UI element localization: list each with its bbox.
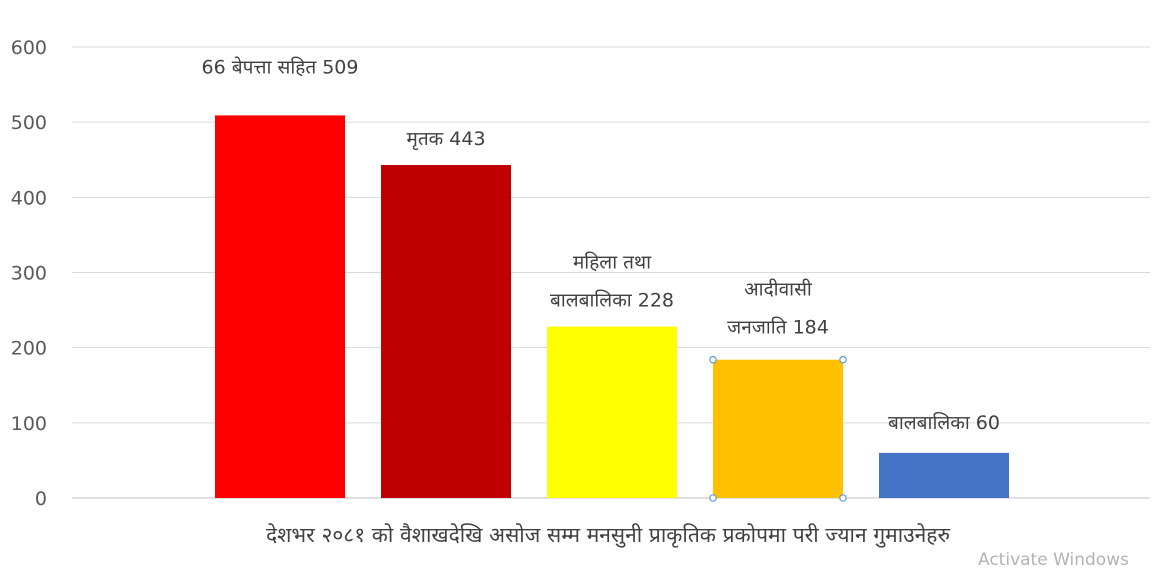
selection-handle	[709, 355, 717, 364]
data-label: आदीवासी जनजाति 184	[727, 278, 829, 339]
bar	[215, 115, 345, 498]
data-label: मृतक 443	[406, 128, 485, 151]
y-tick-label: 500	[11, 112, 47, 134]
y-tick-label: 600	[11, 37, 47, 59]
activate-windows-watermark: Activate Windows	[978, 550, 1129, 570]
bar	[879, 452, 1009, 498]
selection-handle	[839, 494, 847, 502]
x-axis-label: देशभर २०८१ को वैशाखदेखि असोज सम्म मनसुनी…	[266, 523, 950, 548]
data-label: बालबालिका 60	[888, 411, 1000, 434]
bar	[381, 165, 511, 499]
selection-handle	[709, 494, 717, 502]
bar	[713, 359, 843, 498]
selection-handle	[839, 355, 847, 364]
y-tick-label: 300	[11, 263, 47, 285]
y-tick-label: 200	[11, 338, 47, 360]
y-tick-label: 400	[11, 187, 47, 209]
bar	[547, 326, 677, 498]
y-tick-label: 100	[11, 413, 47, 435]
data-label: महिला तथा बालबालिका 228	[550, 251, 674, 312]
y-tick-label: 0	[35, 488, 47, 510]
data-label: 66 बेपत्ता सहित 509	[202, 55, 359, 78]
